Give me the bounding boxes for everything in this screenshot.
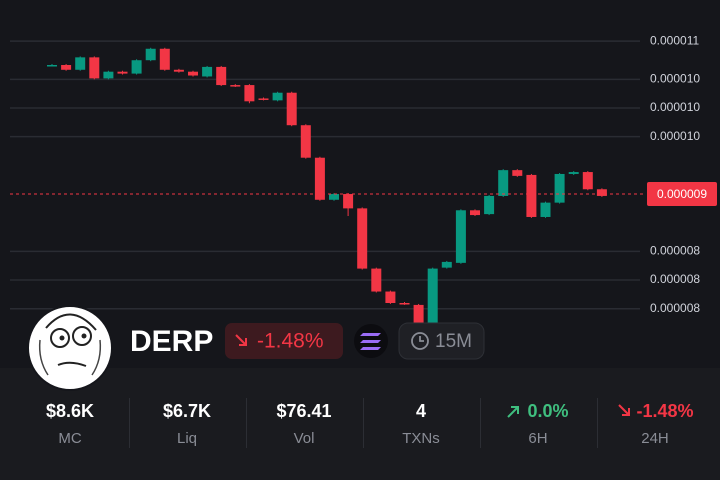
y-tick-label: 0.000011 [650,33,699,47]
stat-value: -1.48% [636,401,693,421]
arrow-up [507,406,519,418]
candle-body [399,303,410,305]
stats: $8.6K MC $6.7K Liq $76.41 Vol 4 TXNs 0.0% 6H -1.48… [46,398,694,448]
grid: 0.000011 0.000010 0.000010 0.000010 0.000008… [10,33,700,315]
candle-body [258,98,269,100]
arrow-down [618,404,630,416]
y-tick-label: 0.000008 [650,301,700,315]
stat-value: $6.7K [163,401,211,421]
candle-body [188,71,198,76]
candle-body [89,57,100,79]
candle-body [357,208,368,269]
candles [47,47,607,340]
stat-value: 4 [416,401,426,421]
stat-label: 6H [528,430,547,447]
stats-panel [0,368,720,480]
candle-body [596,189,607,196]
candle-body [117,71,128,74]
candle-body [554,173,565,203]
candle-body [216,66,227,86]
candle-body [47,64,57,67]
avatar [27,305,113,391]
candle-body [61,64,72,70]
interval-text[interactable]: 15M [435,331,472,352]
token-name: DERP [130,325,213,358]
stat-value: $8.6K [46,401,94,421]
candle-body [371,268,382,292]
candle-body [329,194,339,200]
candle-body [385,291,396,304]
candle-body [131,60,142,74]
candle-body [441,261,452,268]
candle-body [145,48,156,61]
candle-body [343,194,354,209]
change-text: -1.48% [257,330,324,353]
candle-body [427,268,438,330]
y-tick-label: 0.000010 [650,100,700,114]
change-badge: -1.48% [225,323,343,359]
candle-body [498,170,509,196]
stat-label: Liq [177,430,197,447]
y-tick-label: 0.000008 [650,244,700,258]
candle-body [272,92,283,101]
candle-body [568,172,579,174]
current-price-label: 0.000009 [657,187,707,201]
candle-body [75,57,86,70]
candle-body [202,66,213,77]
y-tick-label: 0.000010 [650,72,700,86]
candle-body [512,170,523,176]
stat-label: Vol [294,430,315,447]
candle-body [526,174,537,217]
candle-body [103,71,114,79]
candle-body [244,85,255,102]
candle-body [173,69,184,72]
y-tick-label: 0.000008 [650,272,700,286]
stat-label: MC [58,430,81,447]
candle-body [540,202,551,217]
candle-body [484,195,495,215]
stat-value: 0.0% [527,401,568,421]
stat-value: $76.41 [276,401,331,421]
candle-body [286,92,297,126]
candle-body [455,210,466,263]
candle-body [159,48,170,70]
candle-body [300,125,311,158]
candle-body [582,172,593,190]
candle-body [314,157,325,200]
current-price: 0.000009 [10,182,717,207]
stat-label: TXNs [402,430,440,447]
candle-body [230,85,241,87]
chain-icon [354,324,388,358]
y-tick-label: 0.000010 [650,129,700,143]
stat-label: 24H [641,430,669,447]
current-price-tag [647,182,717,207]
candle-body [413,304,424,330]
interval-badge[interactable]: 15M [398,322,485,360]
candle-body [470,210,480,216]
